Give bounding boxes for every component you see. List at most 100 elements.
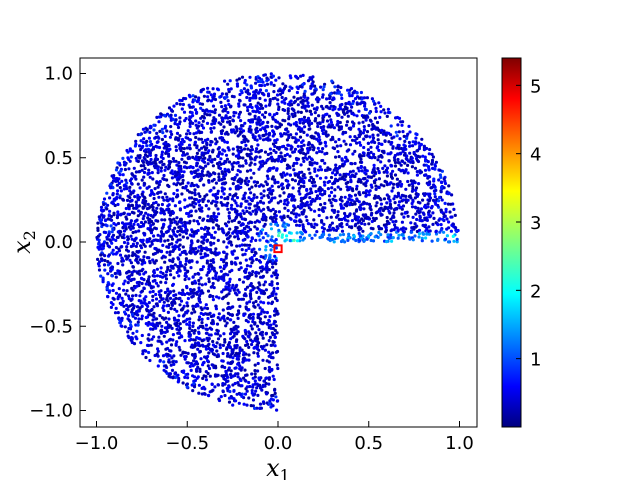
scatter-point xyxy=(135,281,139,285)
scatter-point xyxy=(394,116,398,120)
scatter-point xyxy=(401,204,406,208)
scatter-point xyxy=(162,334,166,338)
scatter-point xyxy=(97,264,101,268)
scatter-point xyxy=(329,175,334,180)
scatter-point xyxy=(195,144,199,148)
scatter-point xyxy=(263,150,268,154)
scatter-point xyxy=(306,148,310,152)
scatter-point xyxy=(114,275,118,279)
scatter-point xyxy=(338,173,342,177)
scatter-point xyxy=(238,304,242,308)
scatter-point xyxy=(290,178,295,182)
scatter-point xyxy=(269,151,273,155)
scatter-point xyxy=(225,95,229,99)
scatter-point xyxy=(230,286,234,290)
scatter-point xyxy=(299,129,303,133)
scatter-point xyxy=(263,280,267,284)
scatter-point xyxy=(136,154,140,158)
scatter-point xyxy=(182,355,187,359)
scatter-point xyxy=(261,347,265,351)
scatter-point xyxy=(211,87,215,91)
scatter-point xyxy=(309,112,313,116)
scatter-point xyxy=(180,192,184,196)
scatter-point xyxy=(342,177,346,181)
scatter-point xyxy=(142,231,146,235)
scatter-point xyxy=(254,184,258,188)
scatter-point xyxy=(190,281,195,286)
scatter-point xyxy=(204,282,208,286)
scatter-point xyxy=(183,375,187,379)
scatter-point xyxy=(247,196,251,200)
scatter-point xyxy=(162,209,166,213)
scatter-point xyxy=(237,290,241,294)
scatter-point xyxy=(213,157,217,161)
scatter-point xyxy=(237,115,241,119)
scatter-point xyxy=(173,204,177,208)
scatter-point xyxy=(455,240,459,244)
scatter-point xyxy=(206,289,211,293)
scatter-point xyxy=(234,399,238,403)
scatter-point xyxy=(340,217,344,222)
scatter-point xyxy=(265,158,269,163)
scatter-point xyxy=(201,119,205,123)
scatter-point xyxy=(111,288,115,293)
scatter-point xyxy=(163,260,167,264)
scatter-point xyxy=(292,161,296,166)
scatter-point xyxy=(176,256,180,260)
scatter-point xyxy=(294,75,299,79)
scatter-point xyxy=(160,137,164,142)
scatter-point xyxy=(341,238,345,242)
scatter-point xyxy=(181,153,185,157)
scatter-point xyxy=(188,317,192,321)
scatter-point xyxy=(437,199,441,203)
scatter-point xyxy=(200,283,204,287)
scatter-point xyxy=(249,191,253,195)
scatter-point xyxy=(223,149,227,153)
scatter-point xyxy=(126,212,130,216)
scatter-point xyxy=(188,287,193,292)
scatter-point xyxy=(268,187,272,191)
scatter-point xyxy=(255,257,259,262)
scatter-point xyxy=(217,312,221,316)
scatter-point xyxy=(239,150,243,154)
scatter-point xyxy=(264,248,268,252)
scatter-point xyxy=(182,140,186,144)
scatter-point xyxy=(132,342,137,346)
scatter-point xyxy=(271,356,275,360)
scatter-point xyxy=(406,179,410,184)
scatter-point xyxy=(204,147,208,152)
scatter-point xyxy=(268,255,272,259)
scatter-point xyxy=(427,229,431,233)
scatter-point xyxy=(256,143,260,147)
scatter-point xyxy=(131,265,135,269)
scatter-point xyxy=(363,166,367,170)
scatter-point xyxy=(191,94,195,98)
scatter-point xyxy=(306,104,311,108)
scatter-point xyxy=(216,332,220,336)
scatter-point xyxy=(274,238,278,242)
scatter-point xyxy=(238,278,242,282)
scatter-point xyxy=(244,287,248,291)
scatter-point xyxy=(315,151,319,155)
scatter-point xyxy=(338,120,342,125)
scatter-point xyxy=(287,122,291,126)
scatter-point xyxy=(247,358,251,362)
scatter-point xyxy=(189,266,193,270)
scatter-point xyxy=(200,123,204,128)
scatter-point xyxy=(352,212,356,216)
scatter-point xyxy=(400,159,404,163)
scatter-point xyxy=(411,161,415,165)
scatter-point xyxy=(169,125,173,129)
scatter-point xyxy=(241,156,245,160)
scatter-point xyxy=(396,157,400,162)
scatter-point xyxy=(102,197,107,201)
scatter-point xyxy=(194,202,198,206)
scatter-point xyxy=(271,259,275,263)
scatter-point xyxy=(216,154,220,158)
scatter-point xyxy=(216,192,220,196)
scatter-point xyxy=(231,283,235,287)
scatter-point xyxy=(181,381,185,385)
scatter-point xyxy=(206,199,210,203)
scatter-point xyxy=(319,168,324,172)
scatter-point xyxy=(389,233,393,237)
